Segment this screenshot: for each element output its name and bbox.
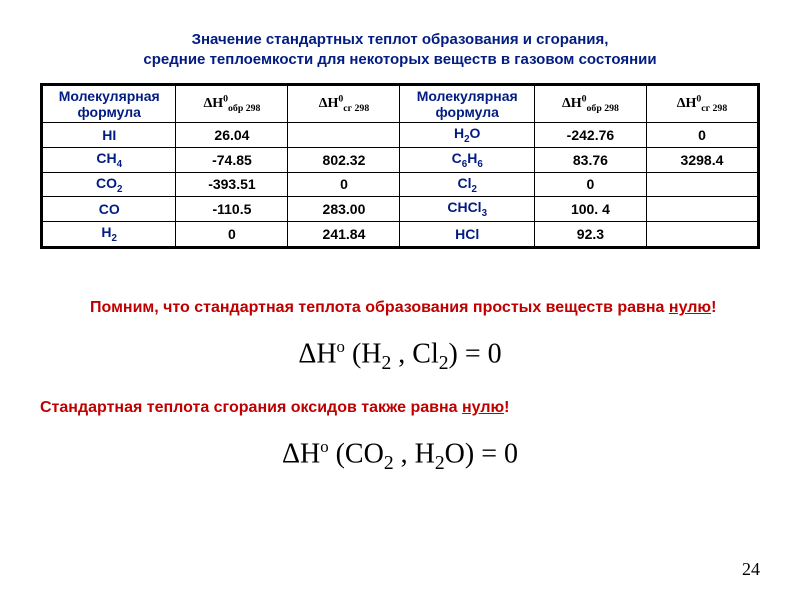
table-row: CH4-74.85802.32 C6H683.763298.4 <box>42 147 759 172</box>
title-line-1: Значение стандартных теплот образования … <box>192 31 609 48</box>
table-header: Молекулярная формула ΔH0обр 298 ΔH0сг 29… <box>42 85 759 123</box>
enthalpy-table: Молекулярная формула ΔH0обр 298 ΔH0сг 29… <box>40 83 760 249</box>
page-number: 24 <box>742 559 760 580</box>
table-row: CO-110.5283.00 CHCl3100. 4 <box>42 197 759 222</box>
col-molecular-1: Молекулярная формула <box>42 85 176 123</box>
note1-underline: нулю <box>669 299 711 316</box>
col-dh-sg-1: ΔH0сг 298 <box>288 85 400 123</box>
col-dh-obr-1: ΔH0обр 298 <box>176 85 288 123</box>
title-line-2: средние теплоемкости для некоторых вещес… <box>143 51 656 68</box>
col-dh-obr-2: ΔH0обр 298 <box>534 85 646 123</box>
col-dh-sg-2: ΔH0сг 298 <box>646 85 758 123</box>
table-row: H20241.84 HCl92.3 <box>42 222 759 248</box>
note-combustion: Стандартная теплота сгорания оксидов так… <box>40 399 760 417</box>
equation-2: ΔHo (CO2 , H2O) = 0 <box>40 437 760 475</box>
note2-underline: нулю <box>462 399 504 416</box>
table-row: HI26.04 H2O-242.760 <box>42 123 759 148</box>
note-formation: Помним, что стандартная теплота образова… <box>40 299 760 317</box>
equation-1: ΔHo (H2 , Cl2) = 0 <box>40 337 760 375</box>
col-molecular-2: Молекулярная формула <box>400 85 534 123</box>
table-row: CO2-393.510 Cl20 <box>42 172 759 197</box>
page-title: Значение стандартных теплот образования … <box>40 30 760 69</box>
note1-text: Помним, что стандартная теплота образова… <box>90 299 669 316</box>
note2-text: Стандартная теплота сгорания оксидов так… <box>40 399 462 416</box>
